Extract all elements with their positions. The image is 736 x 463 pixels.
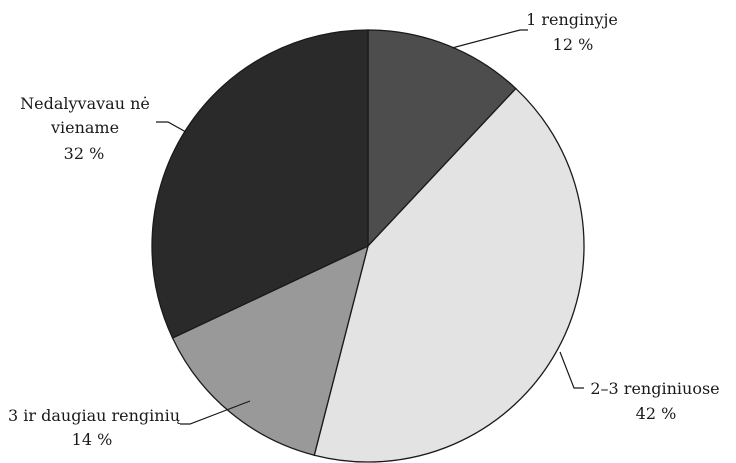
slice-value-nedalyvavau: 32 % [64,144,105,163]
slice-value-2-3-renginiuose: 42 % [636,404,677,423]
slice-value-3-ir-daugiau: 14 % [72,430,113,449]
slice-value-1-renginyje: 12 % [553,35,594,54]
leader-line-nedalyvavau [156,121,187,133]
slice-3-ir-daugiau-renginiu [171,244,369,457]
slice-label-nedalyvavau-line2: viename [50,118,119,137]
slice-1-renginyje [367,29,517,248]
slice-label-1-renginyje: 1 renginyje [526,10,618,29]
leader-line-3-ir-daugiau [180,400,251,425]
leader-lines [156,29,584,425]
pie-slices [151,29,585,463]
leader-line-1-renginyje [451,29,528,49]
slice-label-2-3-renginiuose: 2–3 renginiuose [590,379,719,398]
slice-label-3-ir-daugiau: 3 ir daugiau renginių [8,406,181,425]
leader-line-2-3-renginiuose [559,351,584,389]
slice-nedalyvavau [151,29,369,339]
slice-label-nedalyvavau-line1: Nedalyvavau nė [20,94,150,113]
slice-2-3-renginiuose [313,87,585,463]
